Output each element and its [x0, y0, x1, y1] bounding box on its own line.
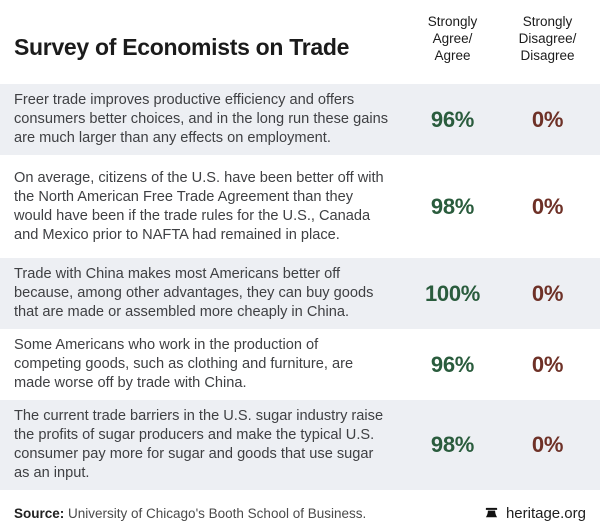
disagree-value: 0%: [531, 351, 564, 377]
agree-value: 100%: [424, 280, 481, 306]
table-row: Trade with China makes most Americans be…: [0, 258, 600, 329]
table-row: The current trade barriers in the U.S. s…: [0, 400, 600, 490]
column-header-disagree-line: Disagree/: [518, 31, 577, 46]
brand-text: heritage.org: [505, 505, 586, 522]
table-row: Freer trade improves productive efficien…: [0, 84, 600, 155]
heritage-brand: heritage.org: [484, 505, 586, 522]
column-header-disagree-line: Disagree: [520, 48, 575, 63]
source-label: Source:: [14, 506, 65, 521]
table-row: Some Americans who work in the productio…: [0, 329, 600, 400]
table-row: On average, citizens of the U.S. have be…: [0, 155, 600, 258]
column-header-disagree: Strongly Disagree/ Disagree: [500, 0, 595, 84]
column-header-agree-line: Agree: [434, 48, 471, 63]
statement-text: The current trade barriers in the U.S. s…: [14, 408, 384, 481]
statement-text: Trade with China makes most Americans be…: [14, 266, 374, 320]
footer: Source: University of Chicago's Booth Sc…: [0, 490, 600, 522]
source-note: Source: University of Chicago's Booth Sc…: [14, 506, 366, 521]
agree-value: 96%: [430, 106, 475, 132]
title-wrap: Survey of Economists on Trade: [0, 0, 405, 84]
disagree-value: 0%: [531, 106, 564, 132]
disagree-value: 0%: [531, 432, 564, 457]
column-header-disagree-line: Strongly: [522, 14, 573, 29]
statement-text: Freer trade improves productive efficien…: [14, 92, 388, 146]
table-header: Survey of Economists on Trade Strongly A…: [0, 0, 600, 84]
disagree-value: 0%: [531, 280, 564, 306]
source-text: University of Chicago's Booth School of …: [64, 506, 367, 521]
disagree-value: 0%: [531, 193, 564, 219]
agree-value: 98%: [430, 432, 475, 457]
column-header-agree-line: Strongly: [427, 14, 478, 29]
column-header-agree-line: Agree/: [432, 31, 473, 46]
statement-text: Some Americans who work in the productio…: [14, 337, 354, 391]
statement-text: On average, citizens of the U.S. have be…: [14, 169, 384, 243]
page-title: Survey of Economists on Trade: [14, 34, 350, 60]
agree-value: 98%: [430, 193, 475, 219]
column-header-agree: Strongly Agree/ Agree: [405, 0, 500, 84]
liberty-bell-icon: [484, 506, 499, 521]
agree-value: 96%: [430, 351, 475, 377]
